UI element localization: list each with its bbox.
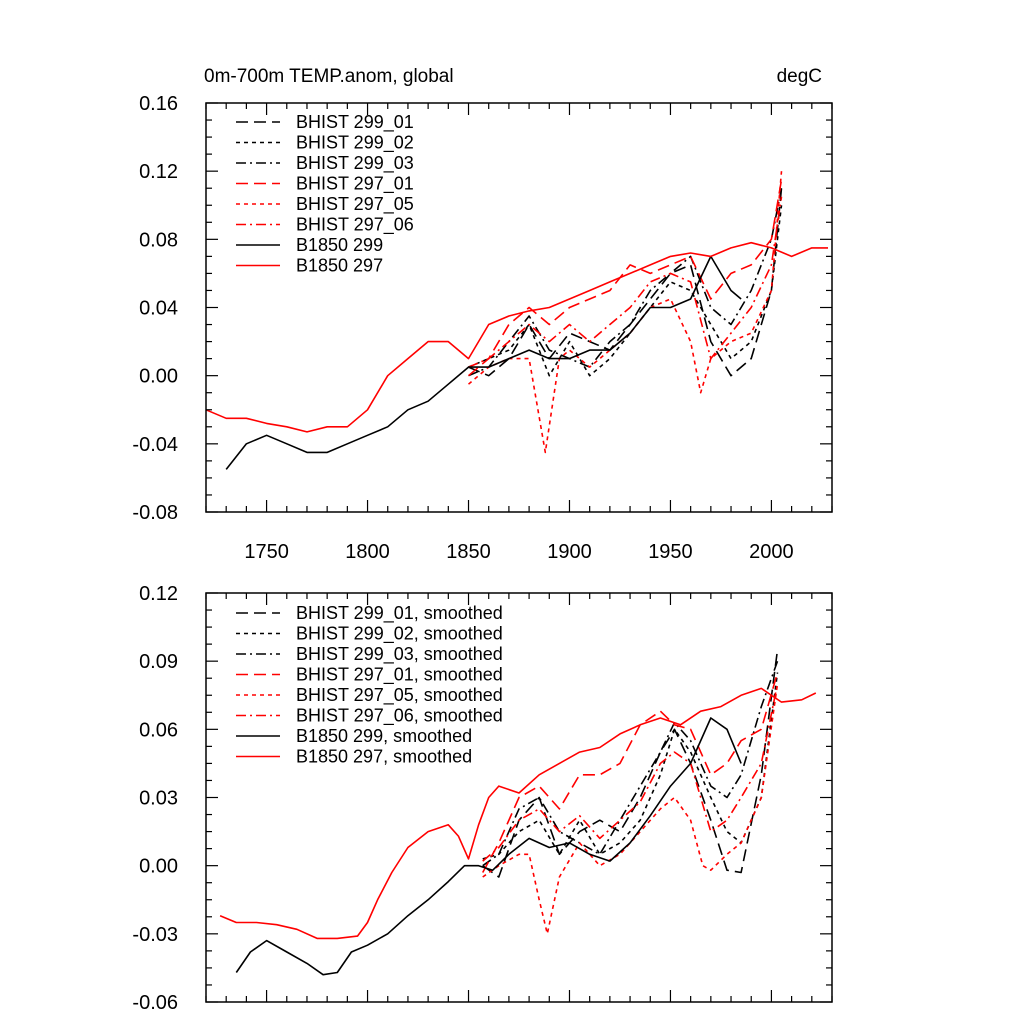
- top-chart-units: degC: [777, 66, 822, 87]
- top-series-bhist-297-06: [468, 196, 783, 368]
- bottom-legend-label-bhist-297-06-smoothed: BHIST 297_06, smoothed: [296, 706, 503, 727]
- bottom-series-bhist-297-06-smoothed: [482, 683, 779, 862]
- bottom-series-bhist-297-05-smoothed: [482, 683, 779, 935]
- top-series-b1850-299: [225, 255, 742, 470]
- top-x-tick-label: 1850: [446, 541, 491, 563]
- bottom-series-b1850-299-smoothed: [235, 717, 742, 976]
- top-series-b1850-297: [205, 241, 828, 433]
- top-series-bhist-299-02: [468, 205, 783, 377]
- bottom-legend-label-bhist-297-05-smoothed: BHIST 297_05, smoothed: [296, 685, 503, 706]
- bottom-y-tick-label: 0.06: [139, 719, 178, 741]
- top-y-tick-label: 0.04: [139, 298, 178, 320]
- top-legend-label-b1850-299: B1850 299: [296, 235, 383, 255]
- top-y-tick-label: 0.08: [139, 229, 178, 251]
- top-series-layer: [205, 171, 828, 470]
- bottom-series-bhist-299-03-smoothed: [482, 660, 779, 867]
- top-legend-label-bhist-297-05: BHIST 297_05: [296, 194, 414, 215]
- top-legend-label-bhist-297-06: BHIST 297_06: [296, 215, 414, 236]
- top-legend-label-b1850-297: B1850 297: [296, 256, 383, 276]
- bottom-series-b1850-297-smoothed: [219, 687, 817, 940]
- top-series-bhist-299-03: [468, 188, 783, 377]
- top-plot-frame: [205, 102, 833, 513]
- top-series-bhist-299-01: [468, 188, 783, 377]
- bottom-plot-frame: [205, 592, 833, 1003]
- bottom-axis-layer: -0.06 -0.03 0.00 0.03 0.06 0.09 0.12: [132, 583, 833, 1014]
- top-x-tick-label: 1750: [244, 541, 289, 563]
- top-chart-title: 0m-700m TEMP.anom, global: [204, 66, 454, 87]
- top-legend-label-bhist-299-01: BHIST 299_01: [296, 112, 414, 133]
- bottom-y-tick-label: 0.12: [139, 583, 178, 605]
- bottom-legend-label-bhist-299-03-smoothed: BHIST 299_03, smoothed: [296, 644, 503, 665]
- top-panel: 0m-700m TEMP.anom, global degC -0.08-0.0…: [132, 66, 833, 563]
- top-legend-label-bhist-297-01: BHIST 297_01: [296, 174, 414, 195]
- bottom-series-layer: [219, 649, 817, 976]
- top-legend-label-bhist-299-03: BHIST 299_03: [296, 153, 414, 174]
- bottom-y-tick-label: 0.03: [139, 788, 178, 810]
- top-y-tick-label: -0.08: [132, 502, 178, 524]
- bottom-y-tick-label: -0.03: [132, 924, 178, 946]
- bottom-legend-label-b1850-297-smoothed: B1850 297, smoothed: [296, 747, 472, 767]
- top-y-tick-label: 0.16: [139, 93, 178, 115]
- bottom-legend-label-bhist-299-02-smoothed: BHIST 299_02, smoothed: [296, 624, 503, 645]
- bottom-series-bhist-299-01-smoothed: [482, 649, 779, 878]
- bottom-legend-label-b1850-299-smoothed: B1850 299, smoothed: [296, 726, 472, 746]
- top-x-tick-label: 1900: [547, 541, 592, 563]
- top-legend-label-bhist-299-02: BHIST 299_02: [296, 133, 414, 154]
- bottom-y-tick-label: 0.09: [139, 651, 178, 673]
- bottom-panel: -0.06 -0.03 0.00 0.03 0.06 0.09 0.12 BHIST 299…: [132, 583, 833, 1014]
- bottom-y-tick-label: 0.00: [139, 856, 178, 878]
- top-x-tick-label: 1950: [648, 541, 693, 563]
- bottom-y-tick-label: -0.06: [132, 992, 178, 1014]
- top-x-tick-label: 1800: [345, 541, 390, 563]
- top-x-tick-label: 2000: [749, 541, 794, 563]
- top-y-tick-label: -0.04: [132, 434, 178, 456]
- top-axis-layer: -0.08 -0.04 0.00 0.04 0.08 0.12 0.16 1750 1800 18…: [132, 93, 833, 563]
- bottom-series-bhist-299-02-smoothed: [482, 672, 779, 860]
- bottom-legend-label-bhist-297-01-smoothed: BHIST 297_01, smoothed: [296, 665, 503, 686]
- top-y-tick-label: 0.00: [139, 366, 178, 388]
- top-y-tick-label: 0.12: [139, 161, 178, 183]
- bottom-legend-label-bhist-299-01-smoothed: BHIST 299_01, smoothed: [296, 603, 503, 624]
